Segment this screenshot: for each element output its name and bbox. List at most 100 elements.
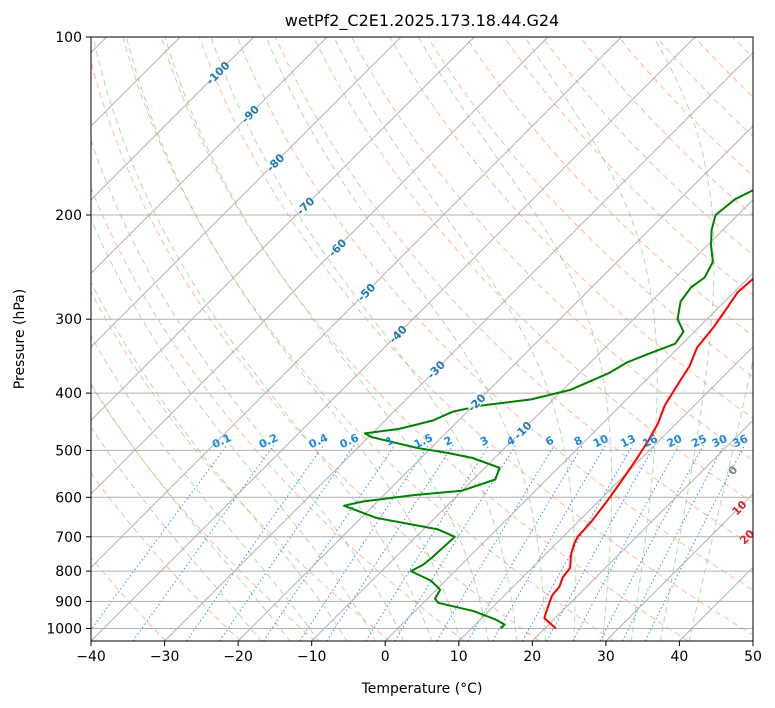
moist-adiabat [653,37,715,641]
dry-adiabat [91,59,540,641]
y-tick-label: 400 [55,386,82,402]
isotherm-label-bg [464,390,488,414]
y-tick-label: 700 [55,530,82,546]
pressure-gridlines [91,37,753,629]
x-tick-label: −10 [297,649,327,665]
moist-adiabat [91,382,291,641]
mixing-ratio-line [394,444,517,641]
isotherm-label-bg [205,60,229,84]
mixing-ratio-line [132,444,275,641]
x-tick-label: 10 [450,649,468,665]
mixing-ratio-line [219,444,355,641]
moist-adiabat [688,357,753,641]
mixing-ratio-line [299,444,429,641]
moist-adiabat [91,217,376,641]
isotherm-line [605,493,753,641]
dry-adiabat [91,186,465,641]
moist-adiabat [265,37,546,641]
x-tick-label: 0 [381,649,390,665]
chart-title: wetPf2_C2E1.2025.173.18.44.G24 [285,11,559,31]
mixing-ratio-line [546,444,656,641]
mixing-ratio-line [522,444,634,641]
mixing-ratio-line [263,444,396,641]
isotherm-label-bg [325,235,348,259]
mixing-ratio-label: 16 [641,432,661,450]
mixing-ratio-label: 20 [665,432,685,450]
mixing-ratio-lines [91,444,745,641]
moist-adiabat [164,37,490,641]
mixing-ratio-label: 25 [689,432,708,450]
x-tick-label: 50 [744,649,762,665]
isotherm-line [91,37,475,422]
x-tick-label: −20 [223,649,253,665]
isotherm-line [384,272,753,641]
x-tick-label: −30 [150,649,180,665]
y-tick-label: 900 [55,594,82,610]
mixing-ratio-line [436,444,555,641]
isotherm-label-bg [385,322,409,345]
mixing-ratio-line [622,444,725,641]
dry-adiabat [312,37,753,504]
y-tick-label: 1000 [46,622,82,638]
x-tick-label: 40 [670,649,688,665]
x-tick-label: 30 [597,649,615,665]
moist-adiabats [91,37,753,641]
x-axis-label: Temperature (°C) [361,681,483,697]
isotherm-label-bg [354,280,377,303]
axis-ticks: −40 −30 −20 −10 0 10 20 30 40 50 100 200 300 400 500 60… [46,30,762,665]
plot-area: 0.1 0.2 0.4 0.6 1 1.5 2 3 4 6 8 10 13 16 20 25 30 36-100-… [91,37,753,641]
dry-adiabat [198,37,753,636]
dry-adiabat [91,290,391,641]
isotherm-label-bg [510,418,534,441]
y-axis-label: Pressure (hPa) [12,289,28,389]
isotherm-line [91,37,549,495]
dry-adiabat [91,384,316,641]
moist-adiabat [92,37,433,641]
isotherm-label-bg [423,357,447,381]
mixing-ratio-label: 10 [591,432,611,450]
moist-adiabat [91,281,348,641]
y-tick-label: 200 [55,208,82,224]
y-tick-label: 800 [55,564,82,580]
isotherm-line [91,37,328,274]
mixing-ratio-line [186,444,325,641]
skewed-isotherms [91,37,753,641]
y-tick-label: 300 [55,312,82,328]
isotherm-label-bg [238,102,261,125]
mixing-ratio-line [365,444,490,641]
moist-adiabat [524,37,658,641]
y-tick-label: 600 [55,490,82,506]
isotherm-line [91,37,402,348]
plot-frame [90,36,754,642]
mixing-ratio-label: 36 [731,432,751,450]
moist-adiabat [91,426,262,641]
isotherm-line [164,51,753,641]
moist-adiabat [91,335,320,641]
isotherm-label-bg [263,150,286,174]
isotherm-line [237,125,753,641]
x-tick-label: −40 [76,649,106,665]
isotherm-line [91,37,255,201]
y-tick-label: 100 [55,30,82,46]
profile-line [343,189,753,630]
isotherm-line [458,346,753,641]
dry-adiabat [236,37,753,591]
mixing-ratio-label: 13 [618,432,637,450]
moist-adiabat [333,37,576,641]
mixing-ratio-line [644,444,745,641]
isotherm-line [91,37,622,569]
mixing-ratio-line [326,444,454,641]
dry-adiabat [274,37,753,547]
y-tick-label: 500 [55,443,82,459]
isotherm-label-bg [293,193,317,217]
moist-adiabat [125,37,461,641]
isotherm-line [311,198,753,641]
x-tick-label: 20 [523,649,541,665]
isotherm-line [531,419,753,641]
moist-adiabat [91,138,405,641]
moist-adiabat [210,37,518,641]
data-series [343,189,753,630]
profile-line [543,277,753,630]
mixing-ratio-label: 30 [710,432,730,450]
